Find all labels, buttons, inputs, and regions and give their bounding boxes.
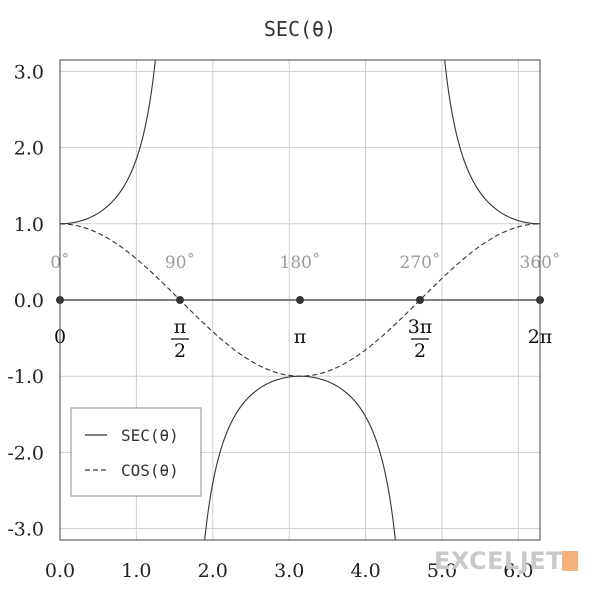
radian-point [296,296,304,304]
x-tick-label: 2.0 [198,560,228,582]
radian-label-numerator: π [174,316,187,338]
degree-label: 270˚ [400,253,441,273]
x-tick-labels: 0.0 1.0 2.0 3.0 4.0 5.0 6.0 [45,560,534,582]
y-tick-label: 0.0 [14,290,44,312]
radian-label-numerator: 3π [408,316,433,338]
y-tick-label: 3.0 [14,61,44,83]
x-tick-label: 4.0 [350,560,380,582]
chart-title: SEC(θ) [264,17,336,41]
legend: SEC(θ) COS(θ) [70,407,202,497]
y-tick-labels: 3.0 2.0 1.0 0.0 -1.0 -2.0 -3.0 [7,61,44,540]
radian-label-denominator: 2 [174,340,186,362]
x-tick-label: 3.0 [274,560,304,582]
x-tick-label: 5.0 [427,560,457,582]
series-line-cos [60,223,540,377]
watermark-text: EXCELJET [434,547,563,575]
legend-label-sec: SEC(θ) [121,426,179,445]
series-layer [60,60,540,540]
legend-box [70,407,202,497]
radian-point [416,296,424,304]
y-tick-label: -3.0 [7,519,44,541]
degree-label: 90˚ [165,253,195,273]
degree-label: 180˚ [280,253,321,273]
y-tick-label: -1.0 [7,366,44,388]
logo-mark-icon [562,551,578,571]
plot-frame [59,59,541,541]
x-tick-label: 0.0 [45,560,75,582]
legend-label-cos: COS(θ) [121,461,179,480]
x-tick-label: 6.0 [503,560,533,582]
y-tick-label: 1.0 [14,214,44,236]
x-tick-label: 1.0 [121,560,151,582]
radian-label: π [294,326,307,348]
exceljet-logo: EXCELJET [434,547,578,575]
radian-point [176,296,184,304]
y-tick-label: -2.0 [7,442,44,464]
y-tick-label: 2.0 [14,138,44,160]
radian-label-denominator: 2 [414,340,426,362]
